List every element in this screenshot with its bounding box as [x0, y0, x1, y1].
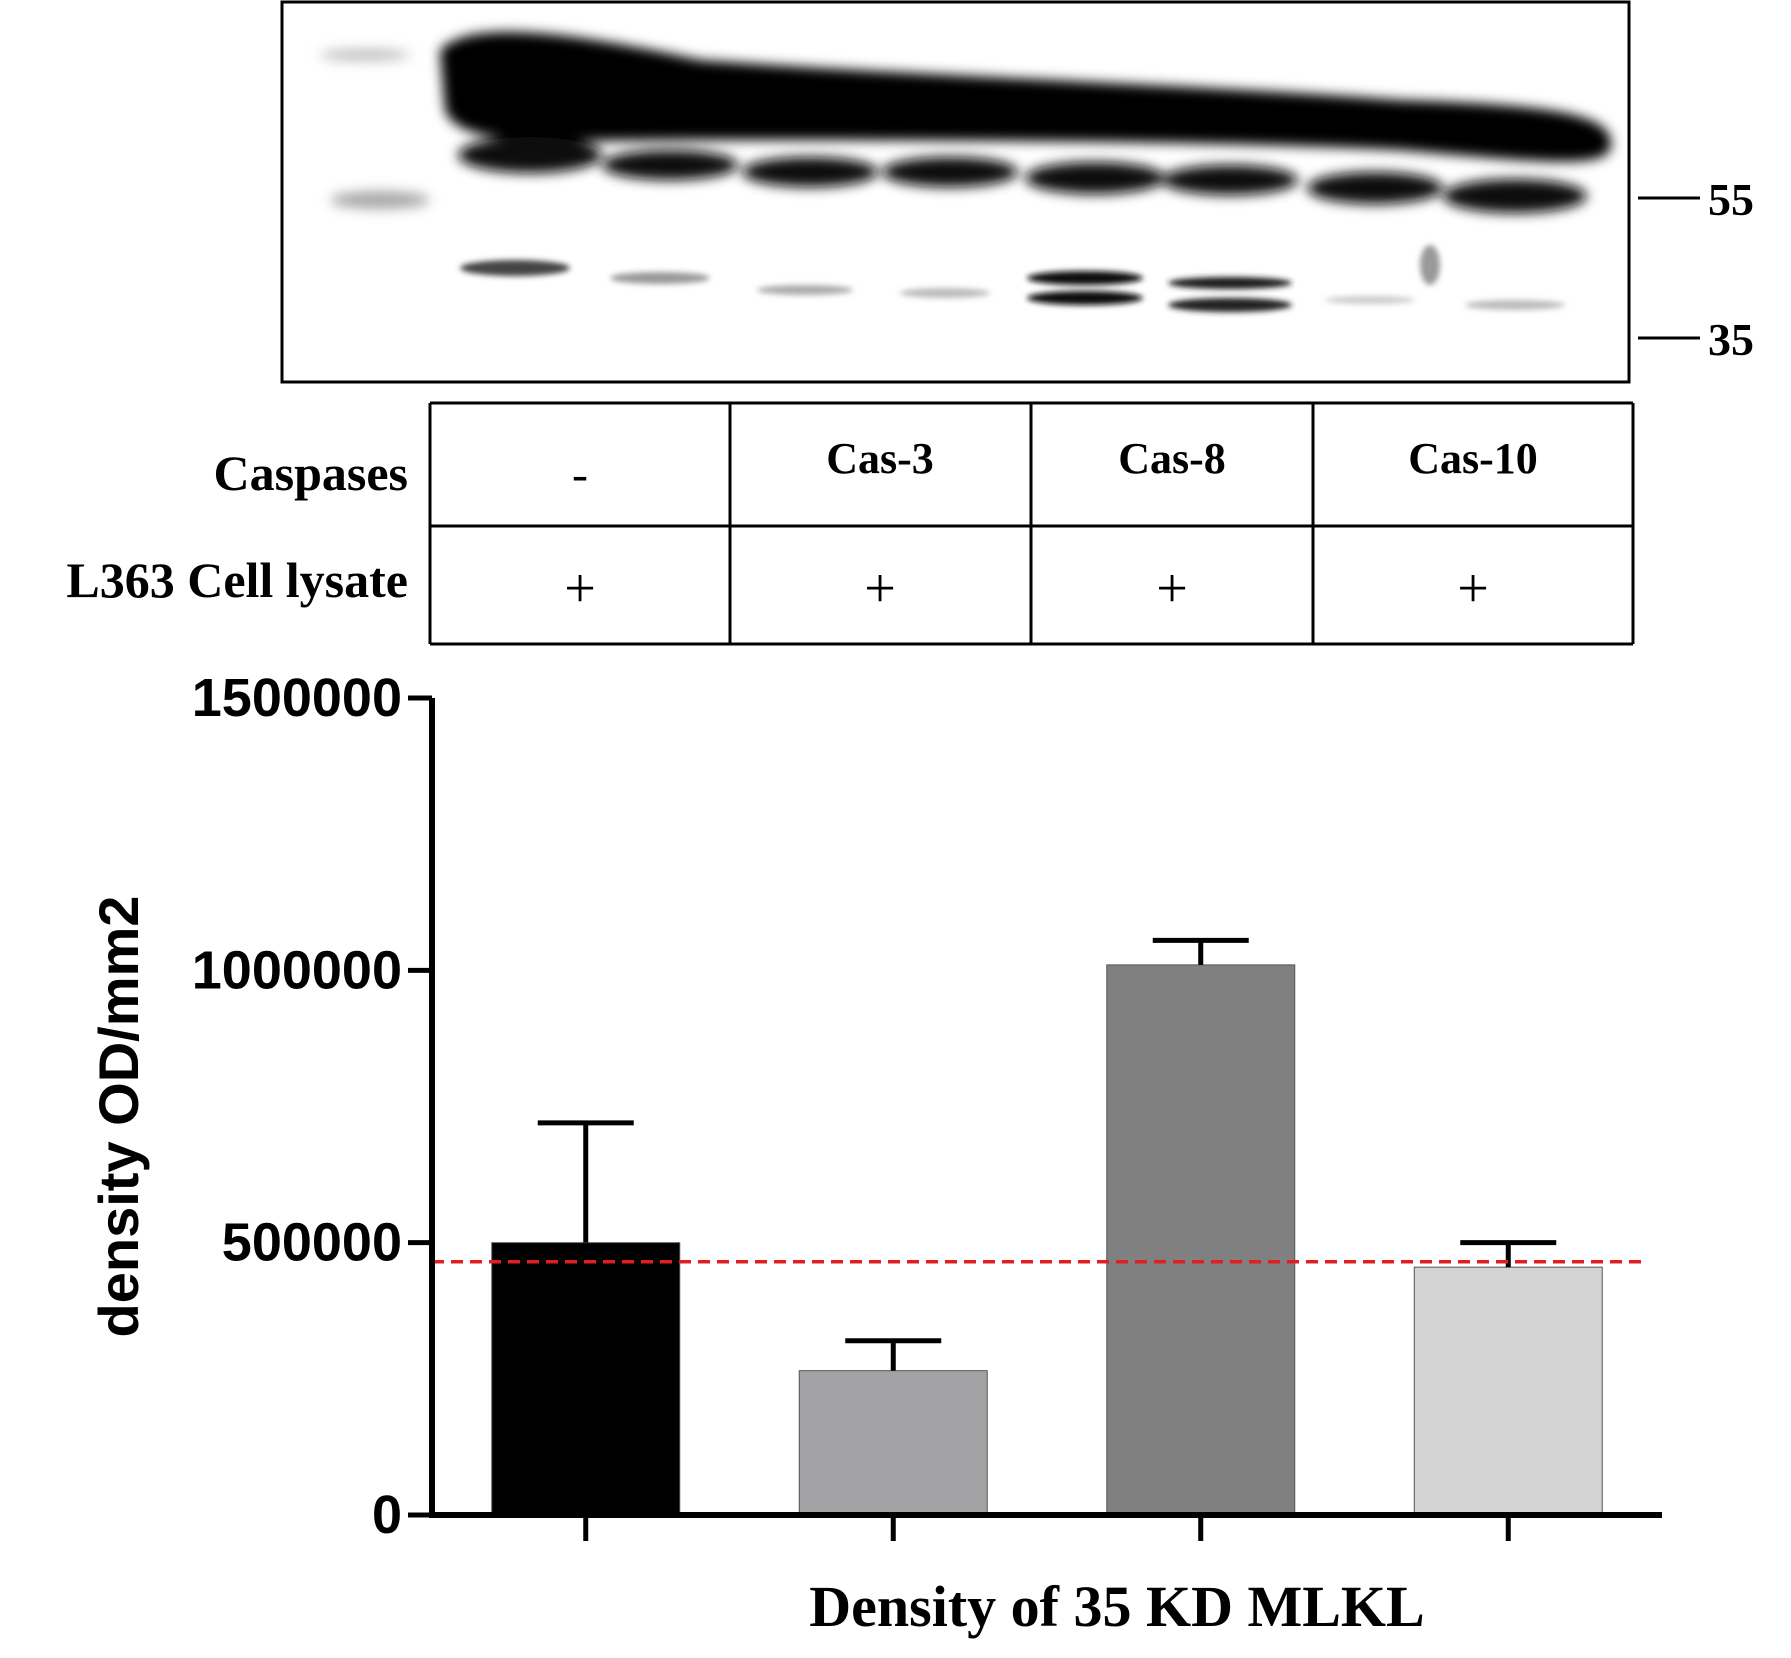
cell-lysate-2: +	[864, 558, 896, 620]
condition-table: Caspases L363 Cell lysate - Cas-3 Cas-8 …	[66, 401, 1635, 646]
band-35	[1027, 291, 1143, 305]
band-55	[1443, 179, 1587, 213]
cell-caspase-cas10: Cas-10	[1408, 434, 1538, 483]
x-ticks	[583, 1515, 1511, 1541]
band-35	[1325, 296, 1415, 304]
band-35	[1027, 271, 1143, 285]
cell-caspase-cas3: Cas-3	[826, 434, 934, 483]
cell-caspase-control: -	[572, 448, 588, 501]
smear-band	[440, 31, 1612, 162]
x-axis-label: Density of 35 KD MLKL	[809, 1574, 1424, 1639]
bar-4	[1413, 1266, 1603, 1516]
table-grid	[428, 401, 1635, 646]
y-axis-label: density OD/mm2	[87, 896, 150, 1338]
band-35	[757, 285, 853, 295]
band-55	[1307, 172, 1443, 204]
band-55	[1162, 165, 1298, 195]
band-55	[1025, 162, 1165, 194]
blot-artifact	[1420, 245, 1440, 285]
band-55	[602, 150, 738, 180]
row-label-lysate: L363 Cell lysate	[66, 552, 408, 608]
cell-lysate-4: +	[1457, 558, 1489, 620]
marker-label-35: 35	[1708, 314, 1754, 365]
y-tick-label-0: 0	[372, 1485, 402, 1545]
ladder-band	[330, 191, 430, 209]
band-55	[742, 157, 878, 187]
band-35	[610, 272, 710, 284]
bar-1	[491, 1242, 681, 1516]
marker-label-55: 55	[1708, 174, 1754, 225]
band-35	[1465, 300, 1565, 310]
band-35	[1168, 277, 1292, 289]
bar-3	[1106, 964, 1296, 1516]
error-bars-layer	[537, 937, 1557, 1371]
row-label-caspases: Caspases	[214, 445, 408, 501]
band-35	[460, 260, 570, 276]
cell-lysate-3: +	[1156, 558, 1188, 620]
cell-caspase-cas8: Cas-8	[1118, 434, 1226, 483]
y-tick-label-2: 1000000	[192, 940, 402, 1000]
blot-bands	[320, 31, 1612, 213]
y-ticks: 0 500000 1000000 1500000	[192, 668, 432, 1545]
band-55	[458, 137, 602, 173]
ladder-band	[320, 49, 410, 61]
bar-2	[798, 1370, 988, 1516]
band-35	[1168, 298, 1292, 312]
cell-lysate-1: +	[564, 558, 596, 620]
y-tick-label-3: 1500000	[192, 668, 402, 728]
band-35	[900, 288, 990, 298]
blot-bands-35	[460, 245, 1565, 312]
western-blot: 55 35	[280, 0, 1754, 384]
band-55	[882, 157, 1018, 187]
y-tick-label-1: 500000	[222, 1213, 402, 1273]
bars-layer	[491, 964, 1603, 1516]
bar-chart: 0 500000 1000000 1500000 density OD/mm2 Den…	[87, 668, 1662, 1639]
